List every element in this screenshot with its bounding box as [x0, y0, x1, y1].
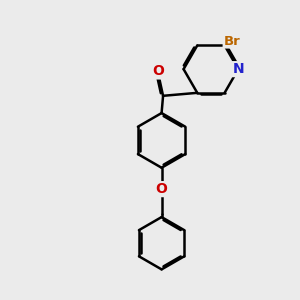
Text: O: O: [156, 182, 167, 196]
Text: O: O: [152, 64, 164, 78]
Text: Br: Br: [224, 34, 240, 47]
Text: N: N: [232, 62, 244, 76]
